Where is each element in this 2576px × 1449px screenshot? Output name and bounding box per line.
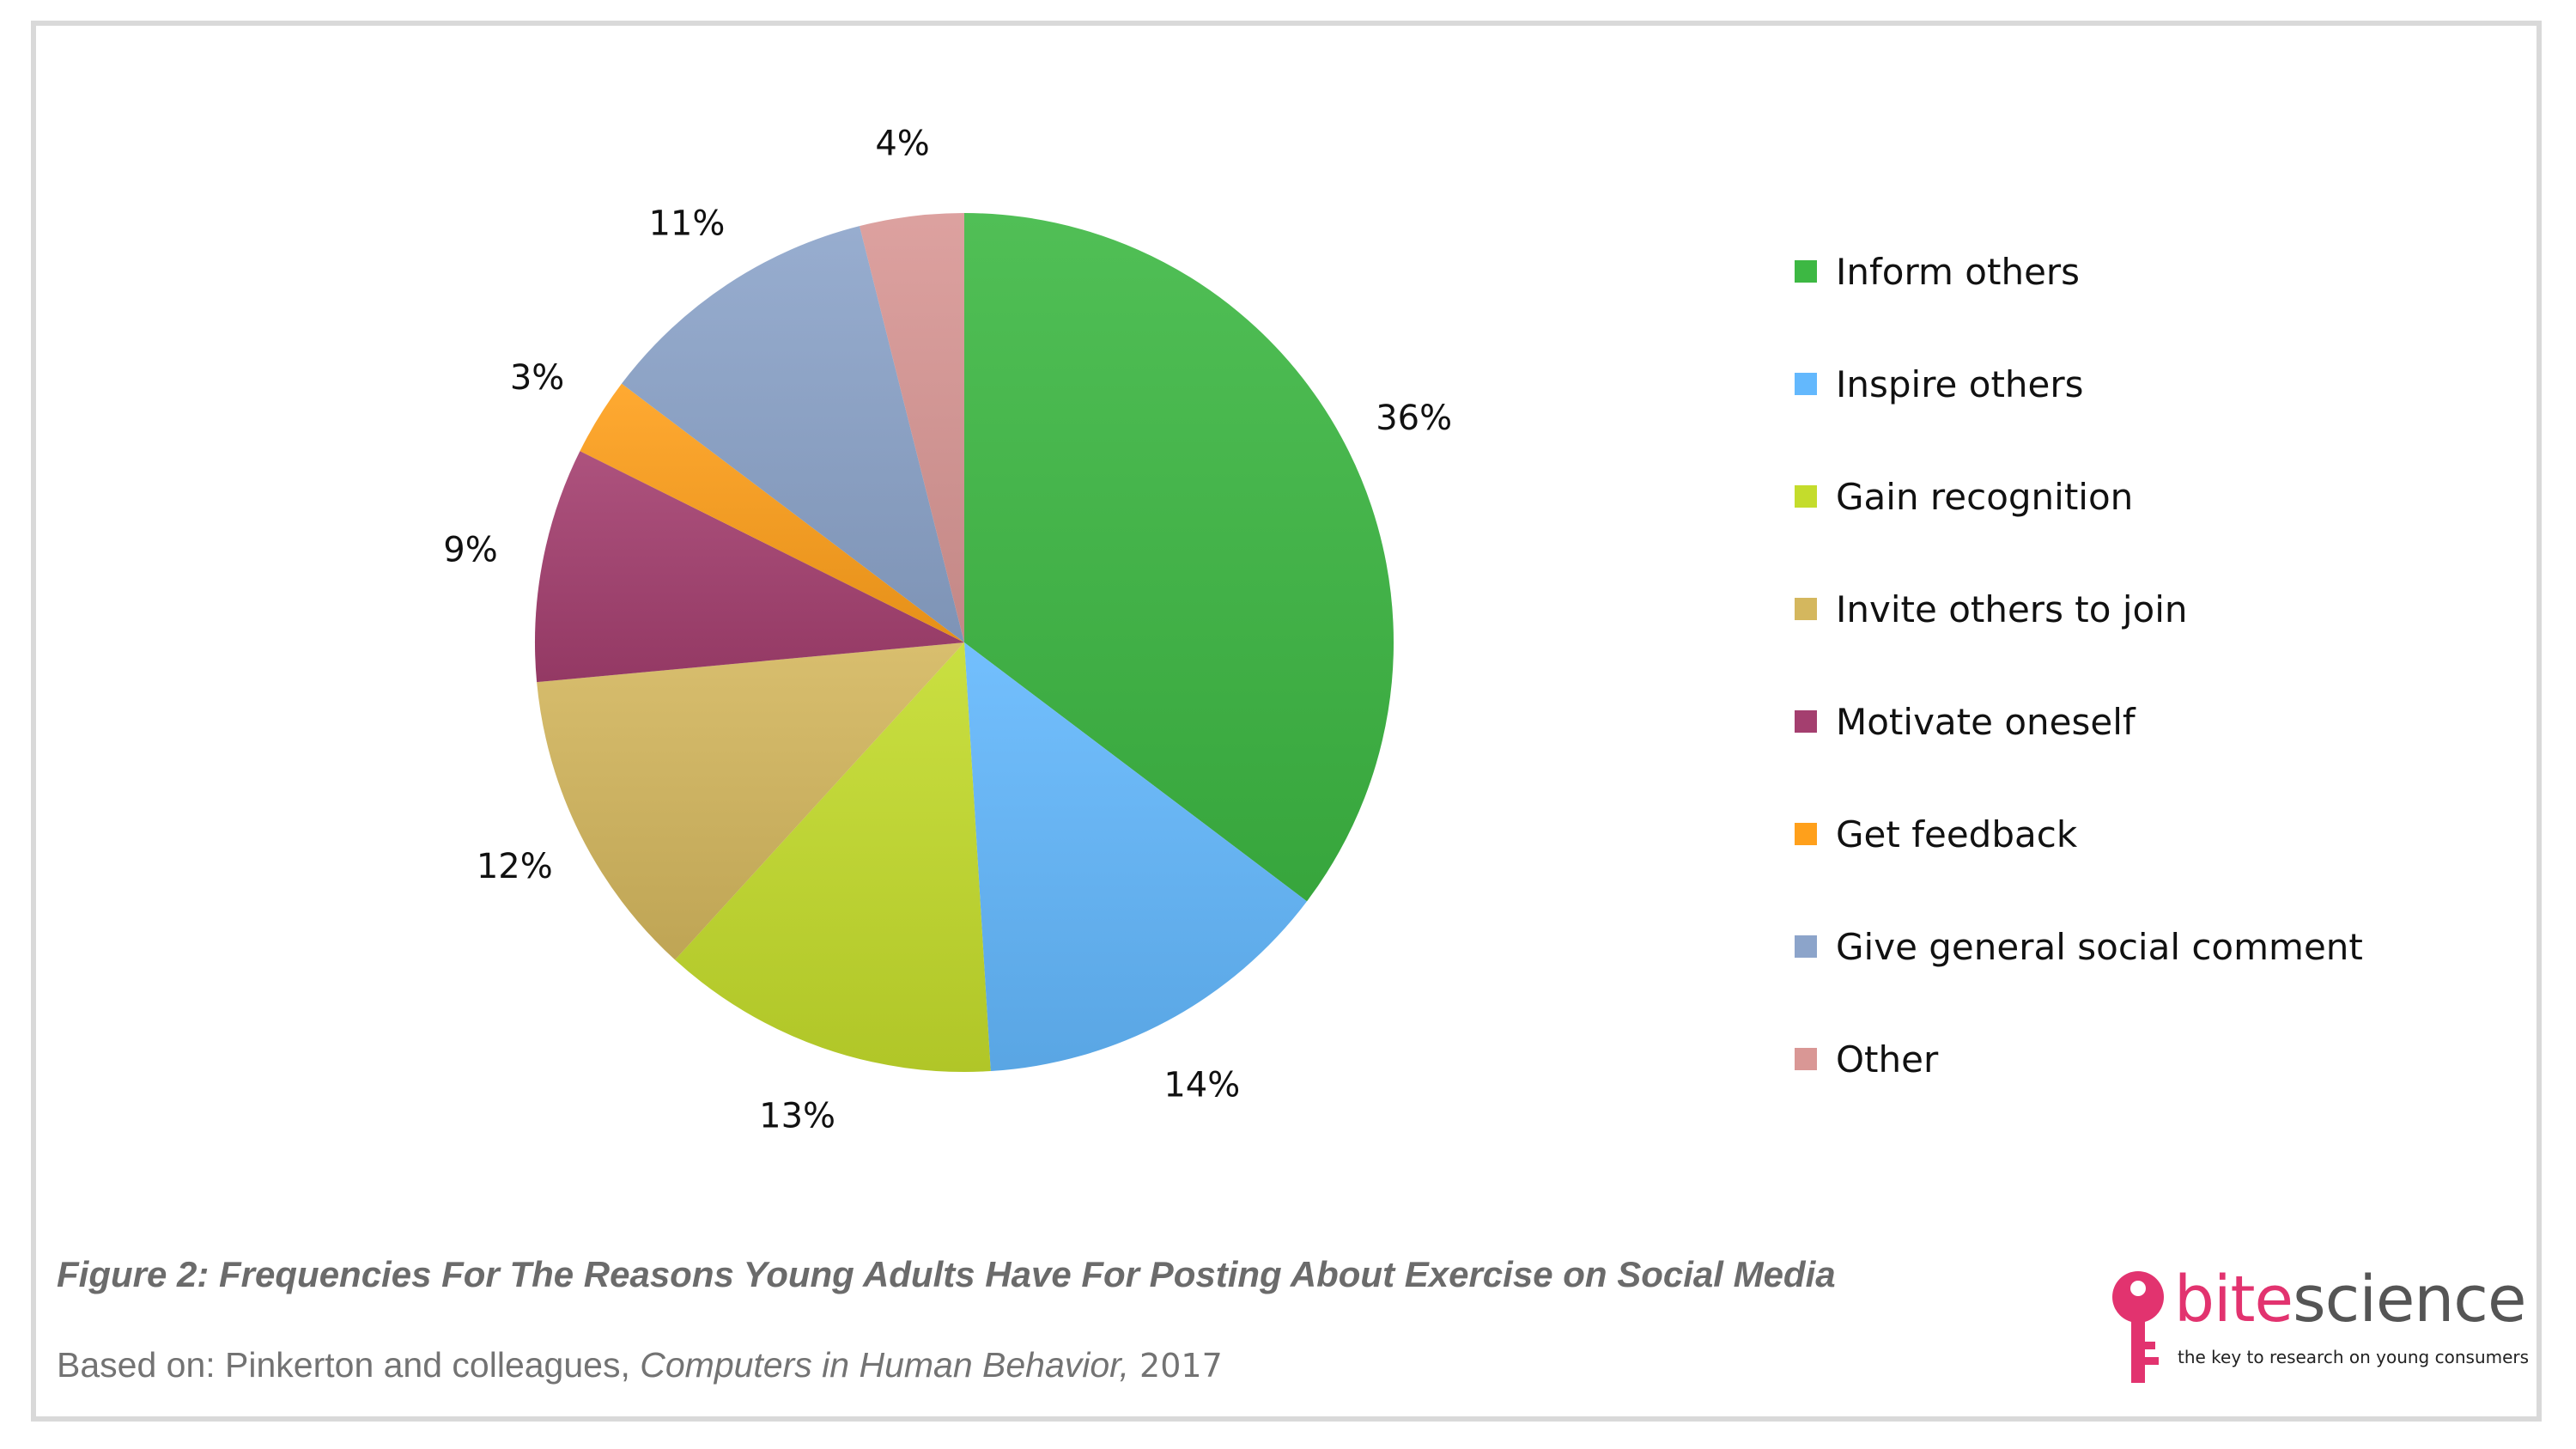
pie-slice-shading-invite-others-to-join [537, 642, 964, 960]
legend-item-gain-recognition: Gain recognition [1795, 471, 2133, 522]
legend-label-inspire-others: Inspire others [1836, 362, 2084, 405]
legend-swatch-get-feedback [1795, 823, 1817, 845]
pie-label-inspire-others: 14% [1163, 1065, 1240, 1105]
pie-label-gain-recognition: 13% [759, 1097, 835, 1136]
legend-item-give-general-social-comment: Give general social comment [1795, 921, 2363, 972]
figure-caption: Figure 2: Frequencies For The Reasons Yo… [57, 1254, 1836, 1294]
legend-item-motivate-oneself: Motivate oneself [1795, 696, 2136, 747]
logo-wordmark: bitescience [2174, 1263, 2527, 1336]
pie-slice-shading-motivate-oneself [534, 451, 964, 683]
logo-wordmark-science: science [2293, 1263, 2526, 1336]
legend-swatch-gain-recognition [1795, 485, 1817, 508]
pie-slice-shading-get-feedback [580, 383, 964, 642]
legend-swatch-give-general-social-comment [1795, 935, 1817, 958]
pie-slice-shading-gain-recognition [675, 642, 991, 1072]
pie-slice-shading-give-general-social-comment [621, 226, 964, 642]
pie-label-give-general-social-comment: 11% [648, 204, 725, 243]
pie-slice-shading-inform-others [964, 213, 1394, 902]
legend-label-motivate-oneself: Motivate oneself [1836, 700, 2136, 743]
logo-tagline: the key to research on young consumers [2178, 1347, 2530, 1367]
legend-label-inform-others: Inform others [1836, 250, 2081, 293]
chart-legend: Inform others Inspire others Gain recognit… [1795, 246, 2499, 1105]
key-icon [2112, 1271, 2164, 1383]
pie-label-get-feedback: 3% [510, 358, 564, 398]
pie-slice-shading-other [860, 213, 964, 642]
logo-wordmark-bite: bite [2174, 1263, 2293, 1336]
legend-item-get-feedback: Get feedback [1795, 808, 2077, 860]
source-prefix: Based on: Pinkerton and colleagues, [57, 1345, 641, 1385]
legend-swatch-motivate-oneself [1795, 710, 1817, 733]
source-citation: Based on: Pinkerton and colleagues, Comp… [57, 1345, 1223, 1385]
legend-swatch-other [1795, 1048, 1817, 1070]
legend-label-gain-recognition: Gain recognition [1836, 475, 2134, 518]
pie-slices [534, 213, 1394, 1072]
bitescience-logo: bitescience the key to research on young… [2104, 1263, 2542, 1400]
legend-item-inform-others: Inform others [1795, 246, 2080, 297]
legend-item-invite-others-to-join: Invite others to join [1795, 583, 2187, 635]
legend-label-give-general-social-comment: Give general social comment [1836, 925, 2363, 968]
legend-swatch-inspire-others [1795, 373, 1817, 395]
pie-slice-shading-inspire-others [964, 642, 1308, 1072]
source-year: 2017 [1128, 1347, 1223, 1385]
pie-percentage-labels: 36% 14% 13% 12% 9% 3% 11% 4% [443, 124, 1452, 1135]
legend-item-inspire-others: Inspire others [1795, 358, 2084, 410]
legend-item-other: Other [1795, 1033, 1938, 1085]
pie-label-motivate-oneself: 9% [443, 531, 497, 570]
legend-label-other: Other [1836, 1038, 1939, 1081]
pie-label-other: 4% [875, 124, 929, 163]
pie-label-inform-others: 36% [1376, 399, 1452, 438]
pie-label-invite-others-to-join: 12% [477, 847, 553, 886]
legend-label-get-feedback: Get feedback [1836, 813, 2078, 855]
legend-swatch-inform-others [1795, 260, 1817, 283]
legend-swatch-invite-others-to-join [1795, 598, 1817, 620]
legend-label-invite-others-to-join: Invite others to join [1836, 588, 2188, 630]
source-journal: Computers in Human Behavior, [640, 1345, 1129, 1385]
